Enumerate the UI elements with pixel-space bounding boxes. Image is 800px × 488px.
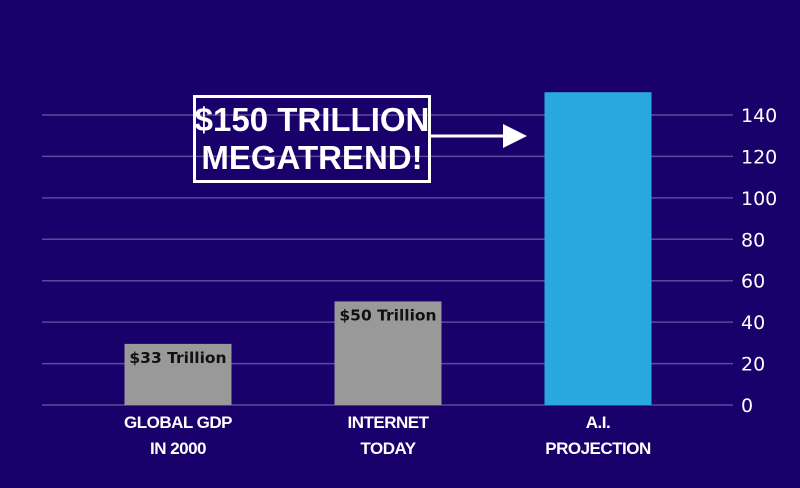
x-category-label: INTERNET bbox=[348, 413, 430, 432]
data-label: $33 Trillion bbox=[129, 349, 226, 367]
y-tick-label: 40 bbox=[741, 312, 765, 334]
x-category-label: GLOBAL GDP bbox=[124, 413, 232, 432]
y-tick-label: 60 bbox=[741, 271, 765, 293]
y-tick-label: 120 bbox=[741, 146, 777, 168]
bar bbox=[124, 343, 232, 405]
data-labels: $33 Trillion $50 Trillion bbox=[129, 306, 436, 366]
callout-line-1: $150 TRILLION bbox=[194, 101, 430, 138]
callout-line-2: MEGATREND! bbox=[201, 139, 423, 176]
x-category-label: TODAY bbox=[360, 439, 416, 458]
bars bbox=[124, 92, 652, 405]
megatrend-callout: $150 TRILLION MEGATREND! bbox=[193, 95, 431, 183]
y-tick-label: 20 bbox=[741, 354, 765, 376]
y-axis-ticks: 0 20 40 60 80 100 120 140 bbox=[741, 105, 777, 417]
y-tick-label: 80 bbox=[741, 229, 765, 251]
right-arrow-icon bbox=[431, 124, 527, 148]
x-category-label: PROJECTION bbox=[545, 439, 651, 458]
x-category-label: A.I. bbox=[586, 413, 610, 432]
bar bbox=[334, 301, 442, 405]
y-tick-label: 100 bbox=[741, 188, 777, 210]
category-labels: GLOBAL GDP IN 2000 INTERNET TODAY A.I. PROJEC… bbox=[124, 413, 651, 458]
bar bbox=[544, 92, 652, 405]
y-tick-label: 0 bbox=[741, 395, 753, 417]
data-label: $50 Trillion bbox=[339, 306, 436, 324]
y-tick-label: 140 bbox=[741, 105, 777, 127]
x-category-label: IN 2000 bbox=[150, 439, 206, 458]
